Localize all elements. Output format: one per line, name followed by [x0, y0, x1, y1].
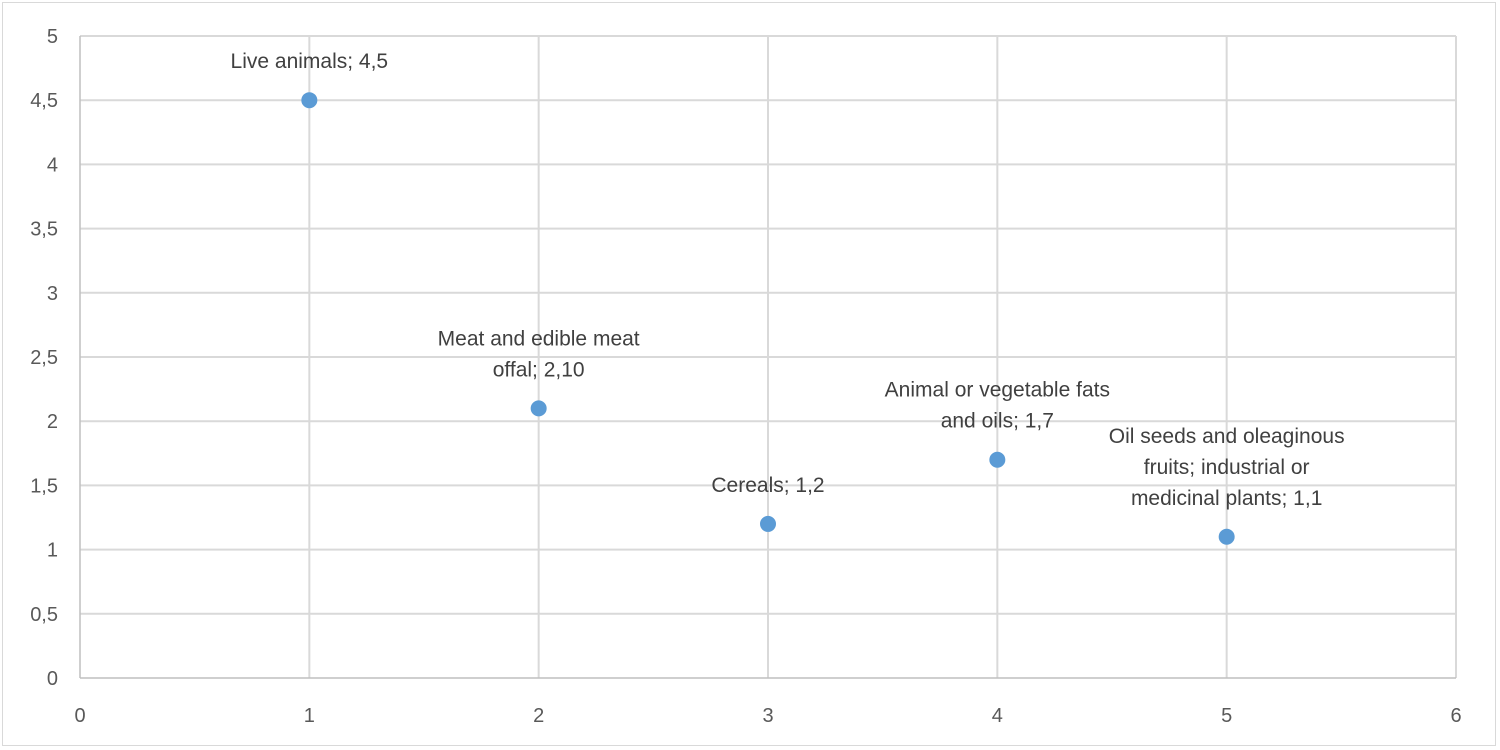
- data-label: fruits; industrial or: [1144, 456, 1310, 479]
- axes: [79, 36, 1456, 679]
- x-tick-label: 2: [533, 705, 544, 727]
- data-label: Oil seeds and oleaginous: [1109, 425, 1345, 448]
- data-labels: Live animals; 4,5 Meat and edible meat off…: [231, 50, 1345, 510]
- scatter-point[interactable]: [1218, 528, 1235, 545]
- x-tick-label: 6: [1450, 705, 1461, 727]
- x-tick-label: 0: [74, 705, 85, 727]
- data-label: Live animals; 4,5: [231, 50, 389, 73]
- data-points: [301, 92, 1235, 545]
- data-label: Animal or vegetable fats: [885, 379, 1110, 402]
- y-tick-label: 2: [47, 411, 58, 433]
- scatter-point[interactable]: [530, 400, 547, 417]
- data-label: Meat and edible meat: [438, 327, 640, 350]
- gridlines: [80, 35, 1457, 678]
- scatter-point[interactable]: [760, 515, 776, 532]
- scatter-point[interactable]: [989, 451, 1006, 468]
- y-tick-label: 4,5: [30, 90, 58, 112]
- data-label: Cereals; 1,2: [711, 474, 824, 497]
- y-tick-label: 0,5: [30, 604, 58, 626]
- data-label: offal; 2,10: [493, 358, 585, 381]
- y-tick-label: 4: [47, 154, 58, 176]
- y-tick-label: 2,5: [30, 347, 58, 369]
- x-tick-label: 4: [992, 705, 1003, 727]
- y-tick-label: 5: [47, 26, 58, 48]
- scatter-point[interactable]: [301, 92, 318, 109]
- x-tick-label: 3: [762, 705, 773, 727]
- y-tick-label: 0: [47, 668, 58, 690]
- tick-labels: 0 0,5 1 1,5 2 2,5 3 3,5 4 4,5 5 0 1 2 3 4 5 6: [30, 26, 1461, 727]
- y-tick-label: 1,5: [30, 475, 58, 497]
- y-tick-label: 3,5: [30, 219, 58, 241]
- y-tick-label: 3: [47, 283, 58, 305]
- y-tick-label: 1: [47, 540, 58, 562]
- x-tick-label: 1: [304, 705, 315, 727]
- data-label: and oils; 1,7: [941, 410, 1054, 433]
- data-label: medicinal plants; 1,1: [1131, 487, 1322, 510]
- x-tick-label: 5: [1221, 705, 1232, 727]
